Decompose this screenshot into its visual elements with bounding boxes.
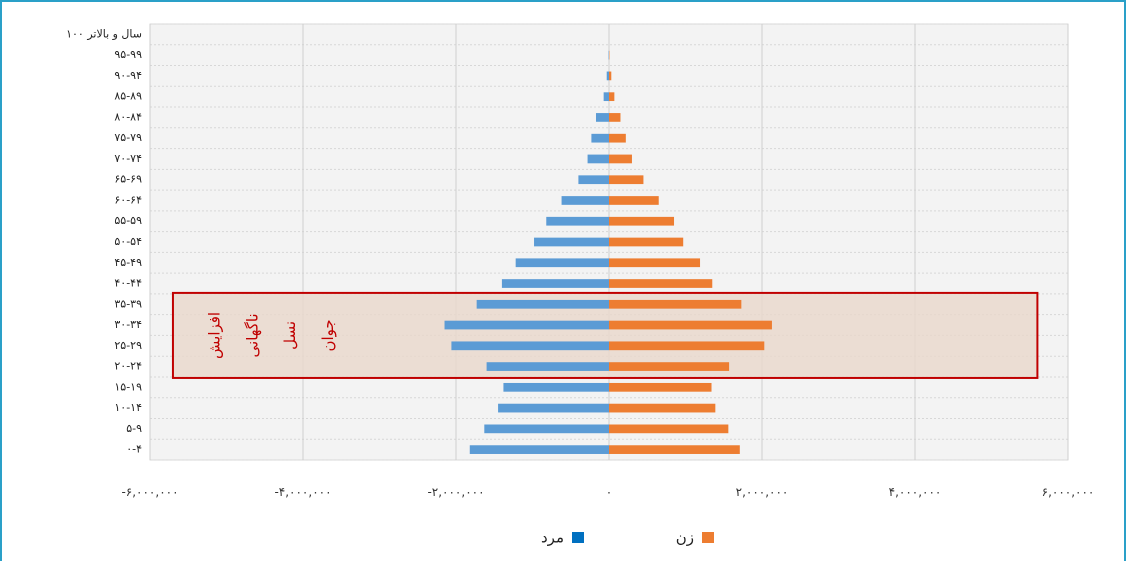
legend-label-male: مرد	[541, 529, 564, 547]
bar-male	[591, 134, 609, 143]
y-tick-label: ۶۰-۶۴	[114, 193, 142, 206]
x-tick-label: ۴,۰۰۰,۰۰۰	[889, 485, 942, 499]
bar-male	[607, 72, 609, 81]
bar-female	[609, 196, 659, 205]
y-tick-label: ۵۵-۵۹	[114, 214, 142, 227]
bar-male	[487, 362, 609, 371]
bar-male	[578, 175, 609, 184]
bar-male	[562, 196, 609, 205]
annotation-text: جوان	[319, 319, 337, 351]
bar-male	[470, 445, 609, 454]
annotation-text: نسل	[281, 321, 299, 350]
legend-swatch-female	[702, 532, 714, 543]
y-tick-label: ۱۰۰ سال و بالاتر	[66, 27, 142, 40]
bar-female	[609, 92, 614, 101]
bar-male	[503, 383, 609, 392]
x-tick-label: -۴,۰۰۰,۰۰۰	[274, 485, 331, 499]
bar-male	[588, 155, 609, 164]
bar-female	[609, 300, 741, 309]
bar-female	[609, 72, 611, 81]
bar-female	[609, 279, 712, 288]
bar-female	[609, 445, 740, 454]
bar-female	[609, 155, 632, 164]
y-tick-label: ۰-۴	[126, 443, 142, 456]
bar-female	[609, 404, 715, 413]
bar-male	[604, 92, 609, 101]
bar-female	[609, 341, 764, 350]
y-tick-label: ۴۵-۴۹	[114, 256, 142, 269]
annotation-text: ناگهانی	[243, 313, 261, 357]
bar-female	[609, 258, 700, 267]
bar-male	[477, 300, 609, 309]
bar-male	[596, 113, 609, 122]
y-tick-label: ۶۵-۶۹	[114, 173, 142, 186]
bar-female	[609, 362, 729, 371]
y-tick-label: ۷۵-۷۹	[114, 131, 142, 144]
bar-male	[502, 279, 609, 288]
y-tick-label: ۸۰-۸۴	[114, 110, 142, 123]
y-tick-label: ۱۵-۱۹	[114, 380, 142, 393]
bar-female	[609, 238, 683, 247]
y-tick-label: ۹۵-۹۹	[114, 48, 142, 61]
x-tick-label: ۲,۰۰۰,۰۰۰	[736, 485, 789, 499]
x-tick-label: -۶,۰۰۰,۰۰۰	[121, 485, 178, 499]
bar-male	[546, 217, 609, 226]
annotation-text: افزایش	[206, 312, 224, 359]
bar-male	[516, 258, 609, 267]
bar-male	[451, 341, 609, 350]
y-tick-label: ۲۵-۲۹	[114, 339, 142, 352]
x-tick-label: -۲,۰۰۰,۰۰۰	[427, 485, 484, 499]
bar-male	[498, 404, 609, 413]
y-tick-label: ۸۵-۸۹	[114, 90, 142, 103]
bar-male	[484, 424, 609, 433]
bar-female	[609, 424, 728, 433]
bar-female	[609, 134, 626, 143]
bar-female	[609, 383, 712, 392]
y-tick-label: ۳۵-۳۹	[114, 297, 142, 310]
y-tick-label: ۱۰-۱۴	[114, 401, 142, 414]
legend-swatch-male	[572, 532, 584, 543]
bar-female	[609, 217, 674, 226]
bar-female	[609, 321, 772, 330]
y-tick-label: ۹۰-۹۴	[114, 69, 142, 82]
x-tick-label: ۶,۰۰۰,۰۰۰	[1042, 485, 1095, 499]
bar-male	[534, 238, 609, 247]
y-tick-label: ۷۰-۷۴	[114, 152, 142, 165]
y-tick-label: ۴۰-۴۴	[114, 277, 142, 290]
bar-female	[609, 175, 643, 184]
y-tick-label: ۳۰-۳۴	[114, 318, 142, 331]
y-tick-label: ۲۰-۲۴	[114, 360, 142, 373]
y-tick-label: ۵-۹	[126, 422, 142, 435]
y-tick-label: ۵۰-۵۴	[114, 235, 142, 248]
x-tick-label: ۰	[606, 485, 612, 499]
bar-female	[609, 113, 620, 122]
bar-male	[445, 321, 609, 330]
legend-label-female: زن	[676, 529, 694, 547]
